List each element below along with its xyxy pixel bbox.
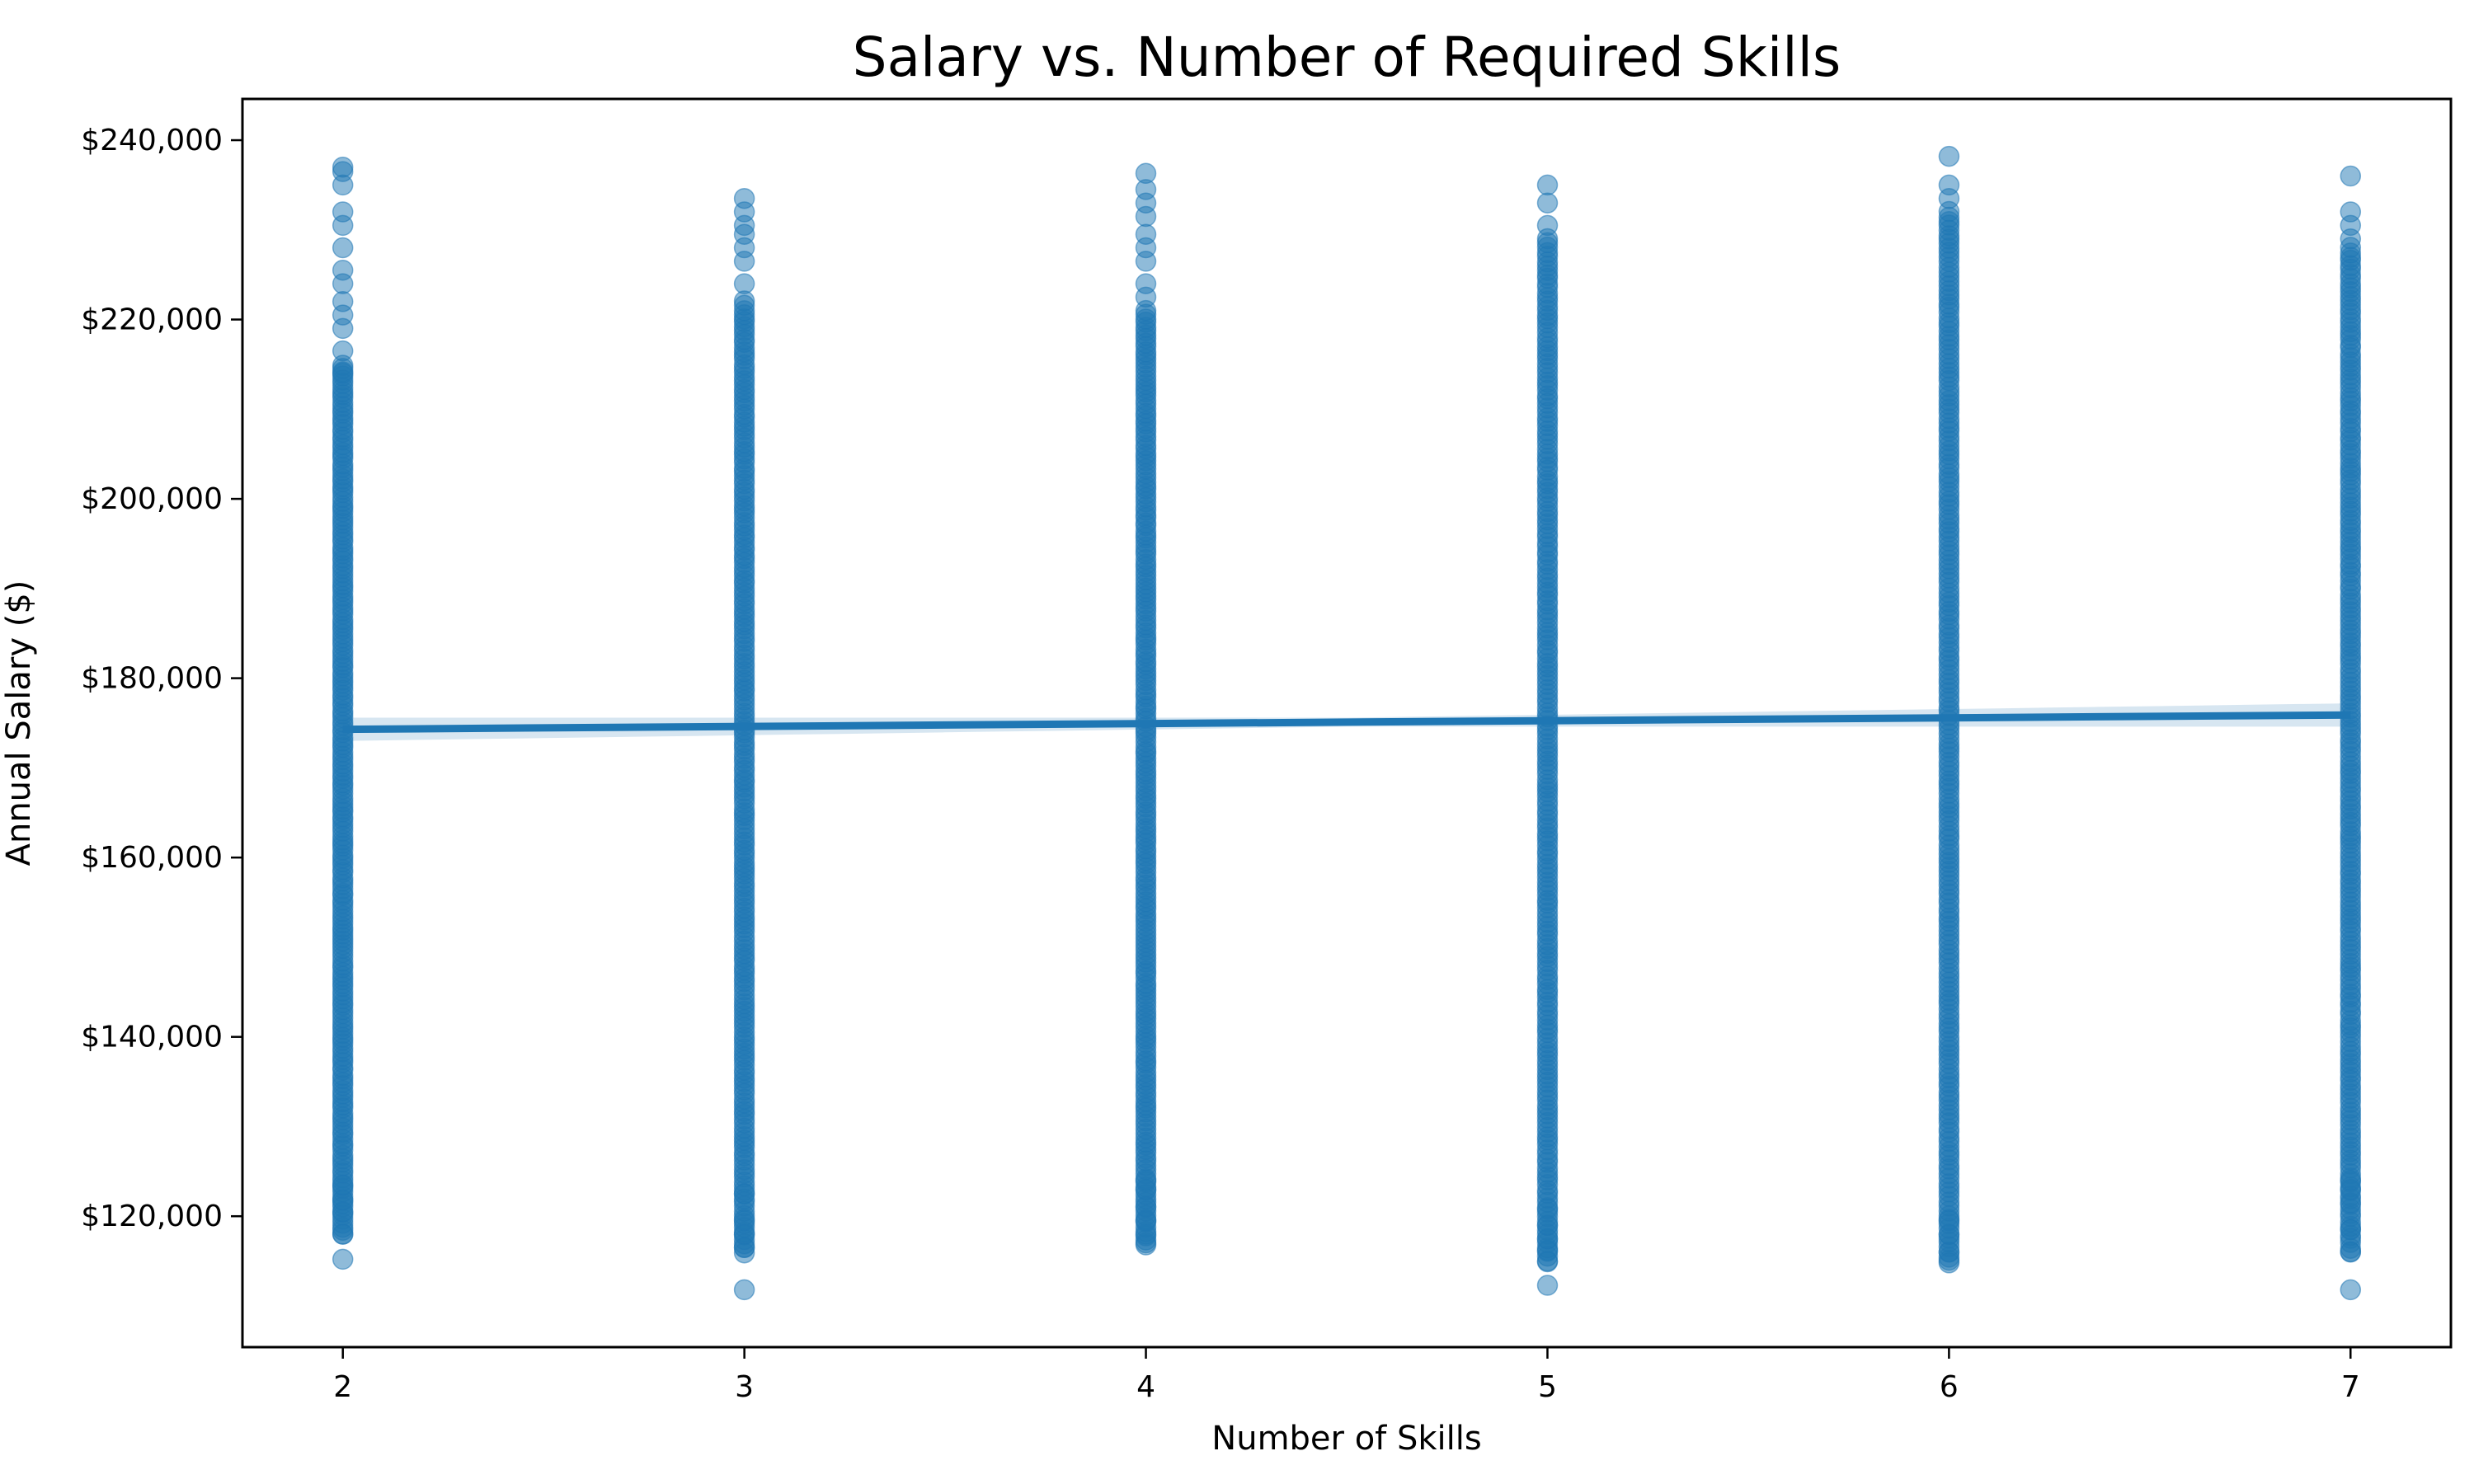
plot-frame (241, 97, 2453, 1349)
x-tick-label: 7 (2341, 1370, 2360, 1404)
scatter-point (2340, 1241, 2362, 1263)
scatter-point (332, 237, 354, 259)
y-tick-label: $240,000 (81, 124, 223, 157)
x-axis-ticks: 2 3 4 5 6 7 (333, 1347, 2360, 1404)
scatter-point (1135, 273, 1157, 294)
y-axis-ticks: $120,000 $140,000 $160,000 $180,000 $200,000… (81, 124, 242, 1233)
scatter-point (2340, 201, 2362, 223)
scatter-point (332, 291, 354, 312)
scatter-point (2340, 1279, 2362, 1301)
chart-title: Salary vs. Number of Required Skills (853, 26, 1841, 89)
scatter-point (1135, 162, 1157, 185)
y-tick-label: $160,000 (81, 841, 223, 875)
scatter-point (2340, 1219, 2362, 1241)
scatter-point (733, 187, 755, 209)
y-tick-label: $220,000 (81, 303, 223, 337)
regression-layer (342, 711, 2351, 734)
scatter-point (1938, 1241, 1960, 1263)
scatter-point (1135, 223, 1157, 245)
scatter-point (733, 1279, 755, 1301)
scatter-point (332, 259, 354, 281)
x-tick-label: 2 (333, 1370, 352, 1404)
scatter-point (2340, 165, 2362, 187)
x-tick-label: 4 (1136, 1370, 1155, 1404)
scatter-points-layer (332, 145, 2362, 1301)
x-axis-label: Number of Skills (1211, 1420, 1481, 1458)
y-tick-label: $180,000 (81, 662, 223, 696)
scatter-point (1938, 174, 1960, 196)
scatter-point (332, 156, 354, 178)
y-tick-label: $140,000 (81, 1021, 223, 1054)
scatter-point (332, 1248, 354, 1270)
scatter-point (332, 201, 354, 223)
scatter-point (332, 1223, 354, 1245)
scatter-point (1135, 1169, 1157, 1191)
scatter-point (1938, 1209, 1960, 1232)
scatter-point (332, 1174, 354, 1195)
scatter-point (1135, 1196, 1157, 1219)
x-tick-label: 3 (735, 1370, 754, 1404)
scatter-point (2340, 1169, 2362, 1191)
scatter-point (1938, 145, 1960, 167)
scatter-point (733, 273, 755, 294)
y-axis-label: Annual Salary ($) (0, 580, 38, 866)
scatter-point (1536, 1198, 1559, 1220)
y-tick-label: $120,000 (81, 1200, 223, 1233)
x-tick-label: 5 (1538, 1370, 1557, 1404)
scatter-point (1536, 214, 1559, 237)
scatter-point (1536, 1275, 1559, 1296)
scatter-point (1536, 174, 1559, 196)
scatter-point (1536, 192, 1559, 214)
scatter-point (332, 363, 354, 384)
x-tick-label: 6 (1940, 1370, 1959, 1404)
regression-line (342, 711, 2351, 734)
y-tick-label: $200,000 (81, 482, 223, 516)
scatter-point (332, 340, 354, 362)
scatter-point (733, 1183, 755, 1205)
scatter-point (733, 1209, 755, 1232)
